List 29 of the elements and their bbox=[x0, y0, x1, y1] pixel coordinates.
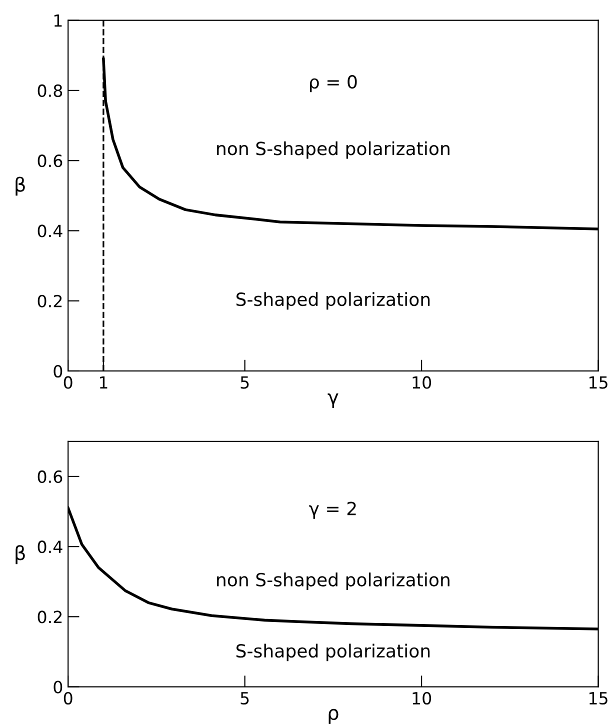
y-tick-label: 0.6 bbox=[38, 154, 62, 168]
y-tick-label: 0.6 bbox=[38, 470, 62, 484]
x-tick-label: 15 bbox=[590, 376, 608, 389]
y-axis-title: β bbox=[16, 545, 25, 564]
x-tick-label: 5 bbox=[240, 692, 249, 705]
x-tick-label: 0 bbox=[64, 376, 72, 389]
annotation: non S-shaped polarization bbox=[217, 572, 450, 590]
annotation: S-shaped polarization bbox=[236, 292, 430, 310]
y-tick-label: 0 bbox=[54, 364, 62, 378]
annotation: ρ = 0 bbox=[310, 75, 357, 92]
y-tick-label: 0.2 bbox=[38, 610, 62, 624]
x-axis-title: ρ bbox=[328, 708, 338, 724]
x-tick-label: 5 bbox=[240, 376, 249, 389]
y-tick-label: 0.4 bbox=[38, 224, 62, 238]
annotation: γ = 2 bbox=[309, 502, 356, 519]
y-axis-title: β bbox=[16, 176, 25, 196]
x-tick-label: 15 bbox=[590, 692, 608, 705]
y-tick-label: 0.4 bbox=[38, 540, 62, 554]
y-tick-label: 0.8 bbox=[38, 84, 62, 98]
y-tick-label: 0.2 bbox=[38, 294, 62, 308]
x-tick-label: 0 bbox=[64, 692, 72, 705]
x-tick-label: 10 bbox=[412, 692, 432, 705]
x-axis-title: γ bbox=[328, 393, 338, 408]
x-tick-label: 1 bbox=[100, 376, 108, 389]
x-tick-label: 10 bbox=[412, 376, 432, 389]
annotation: non S-shaped polarization bbox=[217, 141, 450, 159]
y-tick-label: 1 bbox=[54, 14, 62, 27]
annotation: S-shaped polarization bbox=[236, 644, 430, 662]
y-tick-label: 0 bbox=[54, 680, 62, 694]
